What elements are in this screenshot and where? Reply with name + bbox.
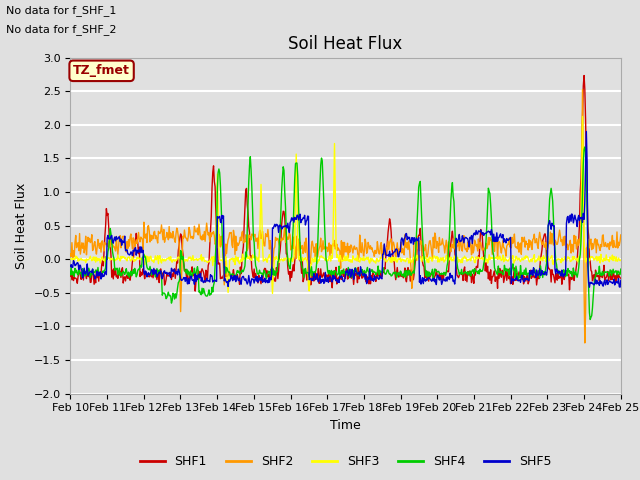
Legend: SHF1, SHF2, SHF3, SHF4, SHF5: SHF1, SHF2, SHF3, SHF4, SHF5 [134,450,557,473]
X-axis label: Time: Time [330,419,361,432]
Title: Soil Heat Flux: Soil Heat Flux [289,35,403,53]
Text: No data for f_SHF_2: No data for f_SHF_2 [6,24,117,35]
Y-axis label: Soil Heat Flux: Soil Heat Flux [15,182,28,269]
Text: TZ_fmet: TZ_fmet [73,64,130,77]
Text: No data for f_SHF_1: No data for f_SHF_1 [6,5,116,16]
